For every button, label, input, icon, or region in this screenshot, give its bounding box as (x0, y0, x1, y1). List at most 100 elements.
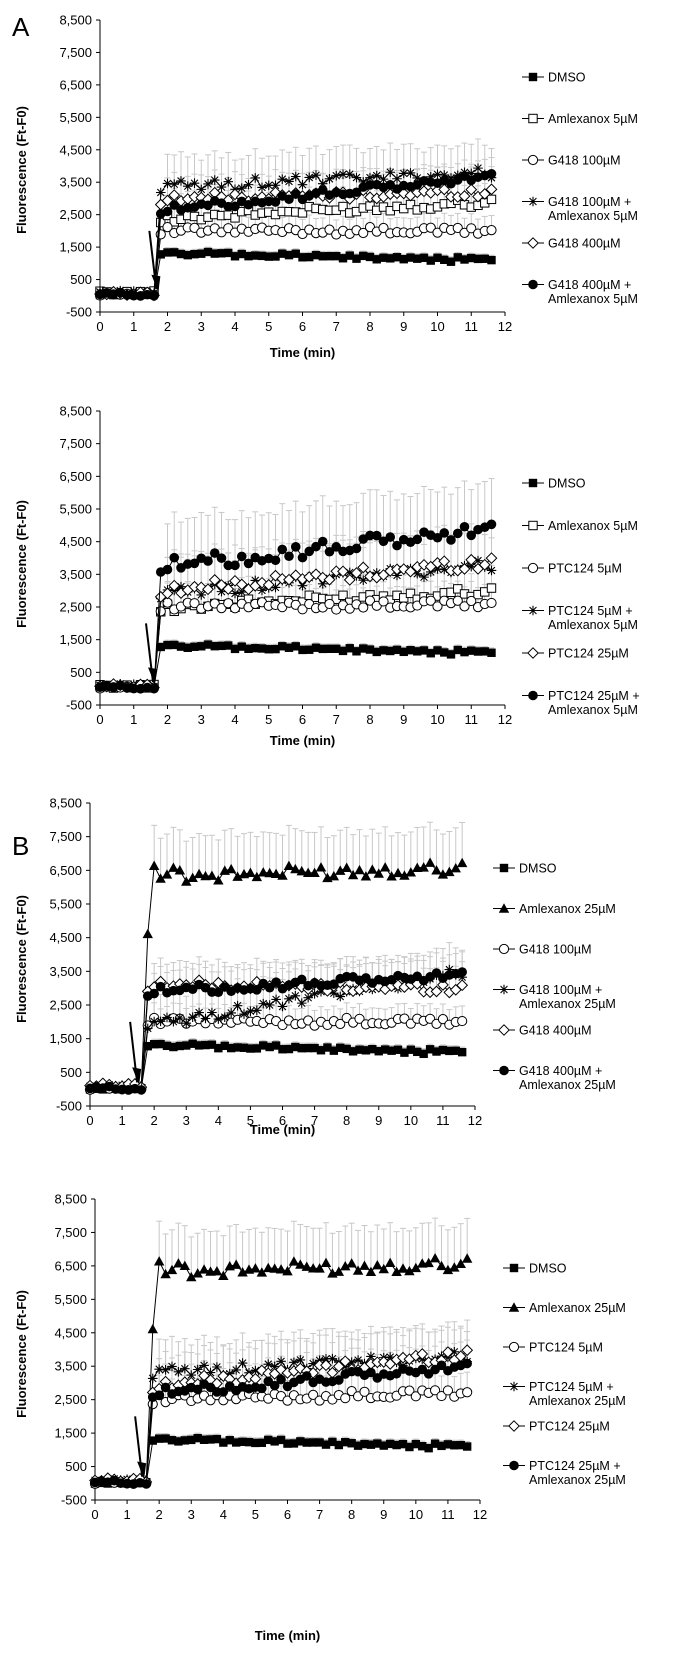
data-point (439, 528, 450, 538)
data-point (439, 170, 450, 180)
data-point (246, 1044, 255, 1053)
x-tick-label: 2 (164, 319, 171, 334)
y-tick-label: 1,500 (54, 1426, 87, 1441)
data-point (451, 1046, 460, 1055)
data-point (457, 1015, 468, 1027)
data-point (374, 1047, 383, 1056)
data-point (365, 530, 375, 541)
data-point (308, 1438, 318, 1447)
x-tick-label: 7 (311, 1113, 318, 1128)
y-tick-label: 2,500 (54, 1392, 87, 1407)
data-point (385, 1352, 395, 1362)
data-point (406, 1045, 416, 1054)
data-point (324, 598, 335, 610)
data-point (170, 640, 179, 650)
data-point (291, 249, 300, 258)
x-tick-label: 4 (231, 712, 238, 727)
x-tick-label: 9 (375, 1113, 382, 1128)
data-point (366, 1367, 376, 1378)
x-axis-title: Time (min) (250, 1122, 316, 1137)
data-point (462, 1387, 473, 1398)
data-point (175, 1013, 185, 1023)
y-tick-label: 2,500 (49, 998, 82, 1013)
data-point (170, 248, 179, 257)
data-point (187, 1012, 198, 1022)
legend-entry: G418 400µM (519, 1024, 592, 1038)
data-point (425, 1045, 435, 1054)
data-point (155, 873, 166, 883)
data-point (301, 1371, 312, 1381)
data-point (371, 530, 382, 541)
data-point (218, 1387, 229, 1397)
data-point (290, 863, 301, 874)
data-point (466, 561, 477, 572)
data-point (354, 864, 365, 875)
data-point (419, 253, 429, 262)
x-tick-label: 4 (231, 319, 238, 334)
data-point (397, 1351, 409, 1364)
x-tick-label: 12 (498, 712, 512, 727)
stimulus-arrow (134, 1416, 147, 1480)
data-point (419, 646, 429, 655)
data-point (257, 182, 267, 193)
x-tick-label: 0 (96, 319, 103, 334)
data-point (432, 169, 443, 180)
data-point (438, 555, 451, 568)
data-point (324, 224, 335, 235)
data-point (314, 1263, 325, 1273)
data-point (296, 974, 307, 985)
x-tick-label: 7 (333, 712, 340, 727)
data-point (230, 213, 240, 223)
data-point (457, 972, 467, 982)
data-point (355, 1045, 364, 1054)
data-point (142, 1023, 153, 1034)
legend-marker (528, 279, 538, 290)
data-point (203, 640, 213, 649)
data-point (277, 544, 288, 555)
data-point (385, 532, 396, 542)
data-point (392, 645, 402, 655)
data-point (425, 171, 436, 182)
data-point (437, 979, 449, 991)
data-point (235, 578, 248, 591)
data-point (187, 872, 198, 883)
legend-marker (499, 1065, 509, 1076)
data-point (232, 871, 243, 881)
series-6 (85, 967, 467, 1095)
legend-entry: DMSO (519, 862, 557, 876)
data-point (426, 649, 435, 658)
data-point (311, 170, 321, 181)
data-point (263, 1359, 274, 1369)
y-tick-label: 5,500 (59, 502, 92, 517)
data-point (359, 1260, 370, 1270)
data-point (386, 871, 397, 881)
data-point (436, 1360, 447, 1371)
data-point (329, 988, 339, 999)
data-point (194, 1041, 204, 1050)
data-point (181, 876, 192, 886)
data-point (276, 1356, 286, 1367)
data-point (431, 968, 442, 978)
data-point (397, 563, 410, 576)
data-point (411, 1439, 421, 1449)
data-point (372, 647, 381, 657)
data-point (193, 1433, 202, 1443)
data-point (341, 1437, 350, 1447)
legend-entry: G418 100µM (548, 154, 621, 168)
data-point (406, 646, 415, 655)
data-point (392, 540, 402, 551)
data-point (328, 870, 340, 881)
data-point (466, 168, 477, 179)
legend-entry: DMSO (548, 477, 586, 491)
data-point (379, 862, 391, 872)
x-tick-label: 10 (430, 712, 444, 727)
data-point (192, 1268, 203, 1278)
series-1 (90, 1433, 472, 1488)
data-point (465, 183, 478, 196)
data-point (264, 1435, 273, 1445)
data-point (485, 183, 498, 196)
data-point (325, 251, 334, 261)
data-point (378, 596, 389, 607)
data-point (169, 552, 180, 563)
data-point (444, 964, 455, 975)
